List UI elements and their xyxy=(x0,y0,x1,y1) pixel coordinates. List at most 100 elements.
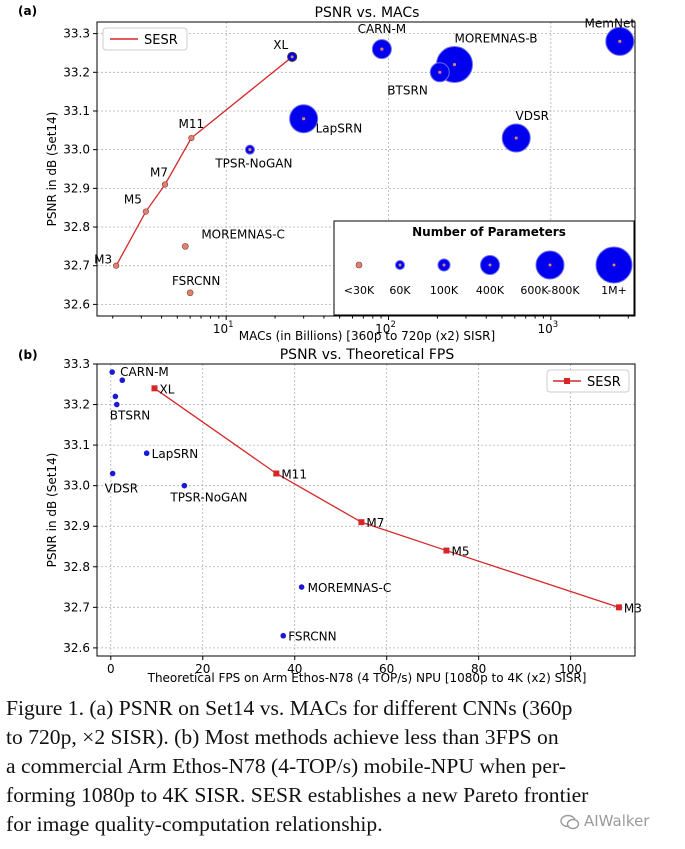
params-legend-bubble-center xyxy=(442,263,446,267)
panel-b-xtick-label: 0 xyxy=(107,662,115,676)
sesr-label-m7: M7 xyxy=(150,165,168,179)
sesr-b-point-m3 xyxy=(615,604,622,611)
params-legend-bubble-center xyxy=(548,263,552,267)
sesr-point-m7 xyxy=(161,181,169,188)
params-legend-label: 1M+ xyxy=(601,284,627,297)
bubble-center-btsrn xyxy=(438,70,442,74)
figure-caption: Figure 1. (a) PSNR on Set14 vs. MACs for… xyxy=(6,694,678,839)
figure: (a) PSNR vs. MACs 32.632.732.832.933.033… xyxy=(18,4,642,685)
panel-b-ytick-label: 32.9 xyxy=(63,519,90,533)
panel-b-label: (b) xyxy=(18,348,38,362)
b-label-carn-m: CARN-M xyxy=(120,365,169,379)
panel-a-point-labels: CARN-M MOREMNAS-B BTSRN MemNet LapSRN TPSR-No… xyxy=(94,16,635,287)
panel-b-legend-marker xyxy=(564,378,570,384)
bubble-center-carn-m xyxy=(380,47,384,51)
panel-b-ytick-label: 33.3 xyxy=(63,357,90,371)
params-legend-bubble-center xyxy=(357,263,361,267)
watermark: AIWalker xyxy=(560,812,649,830)
sesr-point-xl-center xyxy=(290,55,294,59)
panel-a-ytick-label: 32.7 xyxy=(63,259,90,273)
panel-a-xtick-exp: 1 xyxy=(228,320,233,330)
label-memnet: MemNet xyxy=(585,16,636,30)
caption-line-2: to 720p, ×2 SISR). (b) Most methods achi… xyxy=(6,725,559,749)
sesr-point-m11 xyxy=(188,134,195,142)
panel-b-grid xyxy=(97,363,635,656)
panel-a-xtick-label: 102 xyxy=(375,320,396,336)
label-moremnas-b: MOREMNAS-B xyxy=(455,32,538,46)
caption-line-5: for image quality-computation relationsh… xyxy=(6,812,383,836)
panel-b-xtick-label: 100 xyxy=(559,662,582,676)
params-legend-label: 400K xyxy=(476,284,505,297)
b-label-btsrn: BTSRN xyxy=(110,409,150,423)
label-vdsr: VDSR xyxy=(516,109,549,123)
panel-b-legend-label: SESR xyxy=(587,375,621,390)
panel-a-xtick-exp: 3 xyxy=(553,320,558,330)
b-label-lapsrn: LapSRN xyxy=(152,447,199,461)
params-legend-bubble-center xyxy=(612,263,616,267)
sesr-label-m3: M3 xyxy=(94,253,112,267)
panel-a-xtick-base: 10 xyxy=(537,322,552,336)
point-moremnas-c xyxy=(298,584,305,590)
panel-a-xtick-base: 10 xyxy=(375,322,390,336)
panel-a-ytick-label: 33.0 xyxy=(63,143,90,157)
b-label-vdsr: VDSR xyxy=(105,482,138,496)
panel-a-x-ticks: 101 102 103 xyxy=(112,316,629,336)
panel-b-legend-box xyxy=(546,369,630,393)
sesr-b-point-m5 xyxy=(443,547,450,554)
panel-b-title: PSNR vs. Theoretical FPS xyxy=(280,347,455,363)
label-carn-m: CARN-M xyxy=(358,22,407,36)
b-label-fsrcnn: FSRCNN xyxy=(288,630,336,644)
params-legend-bubble-center xyxy=(398,263,402,267)
b-label-tpsr-nogan: TPSR-NoGAN xyxy=(169,491,247,505)
point-lapsrn xyxy=(143,450,150,457)
panel-b-sesr-line xyxy=(151,385,622,611)
params-legend-label: 60K xyxy=(389,284,411,297)
sesr-b-label-m5: M5 xyxy=(451,545,469,559)
label-lapsrn: LapSRN xyxy=(316,122,363,136)
point-vdsr xyxy=(109,470,116,477)
label-tpsr-nogan: TPSR-NoGAN xyxy=(214,157,292,171)
bubble-center-tpsr-nogan xyxy=(248,148,252,152)
panel-a-ytick-label: 32.8 xyxy=(63,220,90,234)
params-legend-label: <30K xyxy=(344,284,375,297)
panel-a: (a) PSNR vs. MACs 32.632.732.832.933.033… xyxy=(18,4,636,343)
params-legend-label: 100K xyxy=(430,284,459,297)
panel-b-points xyxy=(109,369,305,639)
caption-line-3: a commercial Arm Ethos-N78 (4-TOP/s) mob… xyxy=(6,754,566,778)
panel-a-ytick-label: 32.9 xyxy=(63,181,90,195)
wechat-icon xyxy=(560,814,580,829)
panel-a-legend-box xyxy=(102,27,188,51)
panel-b-ytick-label: 32.7 xyxy=(63,600,90,614)
panel-b-xtick-label: 20 xyxy=(195,662,210,676)
bubble-center-moremnas-b xyxy=(452,62,457,67)
panel-b-ytick-label: 33.1 xyxy=(63,438,90,452)
panel-b-ytick-label: 33.0 xyxy=(63,479,90,493)
panel-a-ytick-label: 32.6 xyxy=(63,297,90,311)
panel-b-legend: SESR xyxy=(546,369,630,393)
sesr-label-m11: M11 xyxy=(179,117,205,131)
params-legend: Number of Parameters <30K 60K 100K 400K 600K… xyxy=(333,220,635,316)
caption-line-1: Figure 1. (a) PSNR on Set14 vs. MACs for… xyxy=(6,696,573,720)
panel-a-xtick-exp: 2 xyxy=(390,320,395,330)
panel-b: (b) PSNR vs. Theoretical FPS 32.632.732.… xyxy=(18,347,642,685)
panel-a-sesr-line xyxy=(113,51,298,269)
panel-a-frame xyxy=(96,21,636,317)
bubble-center-fsrcnn xyxy=(188,291,192,295)
caption-line-4: forming 1080p to 4K SISR. SESR establish… xyxy=(6,783,589,807)
label-btsrn: BTSRN xyxy=(387,83,428,97)
sesr-b-label-xl: XL xyxy=(159,382,174,396)
bubble-center-memnet xyxy=(618,39,622,43)
b-label-moremnas-c: MOREMNAS-C xyxy=(308,581,392,595)
sesr-b-point-xl xyxy=(151,385,158,392)
params-legend-label: 600K-800K xyxy=(520,284,580,297)
sesr-b-label-m11: M11 xyxy=(281,468,307,482)
panel-b-ylabel: PSNR in dB (Set14) xyxy=(45,453,59,568)
panel-b-xtick-label: 40 xyxy=(287,662,302,676)
watermark-text: AIWalker xyxy=(584,812,650,830)
panel-a-xtick-label: 101 xyxy=(213,320,234,336)
panel-a-ylabel: PSNR in dB (Set14) xyxy=(45,112,59,227)
panel-a-xlabel: MACs (in Billions) [360p to 720p (x2) SI… xyxy=(239,329,495,343)
point-unlabeled-2 xyxy=(112,393,119,400)
sesr-b-point-m7 xyxy=(358,519,365,526)
panel-b-y-ticks: 32.6 32.7 32.8 32.9 33.0 33.1 33.2 33.3 xyxy=(63,357,97,655)
